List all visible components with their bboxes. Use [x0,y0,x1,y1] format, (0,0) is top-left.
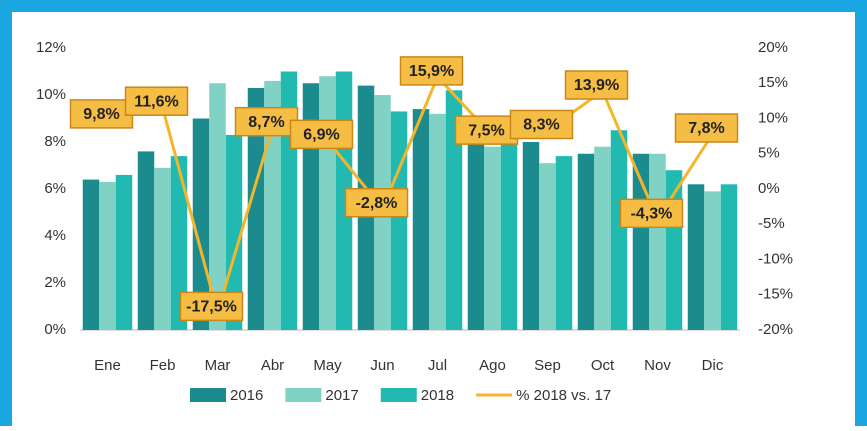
data-label-box [399,56,464,86]
data-label: 13,9% [574,77,619,94]
data-label-box [619,198,684,229]
bar [632,153,650,330]
bar [319,76,336,330]
bar [539,163,556,330]
bar [500,142,518,330]
bar [170,156,188,330]
data-label: 7,5% [468,122,504,139]
data-label: 11,6% [134,93,178,110]
data-label: 15,9% [409,63,454,80]
x-tick-label: Ago [479,357,506,374]
legend-swatch [380,388,417,402]
x-tick-label: Abr [261,357,284,374]
y2-tick-label: 20% [758,39,788,56]
bar [484,146,501,330]
bar [445,90,463,330]
y2-tick-label: -10% [758,250,793,267]
bar [82,179,100,330]
data-label-box [564,70,629,100]
bar [522,142,540,330]
legend-swatch [285,388,322,402]
bar [649,153,666,330]
y-tick-label: 0% [44,321,66,338]
bar [555,156,573,330]
y2-tick-label: -5% [758,215,785,232]
x-tick-label: Nov [644,357,671,374]
x-tick-label: Sep [534,357,561,374]
data-label: 7,8% [688,120,724,137]
bar [687,184,705,330]
x-tick-label: Feb [150,357,176,374]
data-label: 8,3% [523,117,559,134]
bar [467,144,485,330]
data-label-box [674,113,739,143]
bar [390,111,408,330]
data-label: -4,3% [631,206,673,223]
bar [99,181,116,330]
bar [704,191,721,330]
bar [247,87,265,330]
data-label: -2,8% [356,195,398,212]
y2-tick-label: 5% [758,145,780,162]
data-label: 9,8% [83,106,119,123]
legend-label: 2016 [230,387,263,404]
legend-label: 2017 [325,387,358,404]
data-label-box [124,86,189,116]
y2-tick-label: 15% [758,74,788,91]
y2-tick-label: -15% [758,286,793,303]
bar [137,151,155,330]
data-label: -17,5% [186,299,237,316]
data-label-box [234,106,299,137]
bar [429,113,446,330]
bar [192,118,210,330]
y-tick-label: 8% [44,133,66,150]
data-label: 6,9% [303,127,339,144]
bar [209,83,226,330]
bar [610,130,628,330]
x-tick-label: Mar [205,357,231,374]
legend-label: 2018 [421,387,454,404]
y2-tick-label: 0% [758,180,780,197]
bar [594,146,611,330]
data-label-box [509,109,574,140]
y-tick-label: 2% [44,274,66,291]
x-tick-label: Jul [428,357,447,374]
bar [225,134,243,330]
data-label: 8,7% [248,114,284,131]
data-label-box [344,187,409,218]
bar [720,184,738,330]
legend-swatch [190,388,226,402]
y-tick-label: 10% [36,86,66,103]
line [107,74,714,318]
x-tick-label: Jun [370,357,394,374]
bar [412,109,430,330]
y-tick-label: 12% [36,39,66,56]
bar [577,153,595,330]
legend-label: % 2018 vs. 17 [516,387,611,404]
x-tick-label: Oct [591,357,615,374]
x-tick-label: Dic [702,357,724,374]
data-label-box [289,119,354,150]
bar [154,167,171,330]
y-tick-label: 6% [44,180,66,197]
data-label-box [454,115,519,145]
y2-tick-label: 10% [758,109,788,126]
data-label-box [179,291,244,322]
bar [115,174,133,330]
x-tick-label: Ene [94,357,121,374]
y2-tick-label: -20% [758,321,793,338]
x-tick-label: May [313,357,342,374]
y-tick-label: 4% [44,227,66,244]
